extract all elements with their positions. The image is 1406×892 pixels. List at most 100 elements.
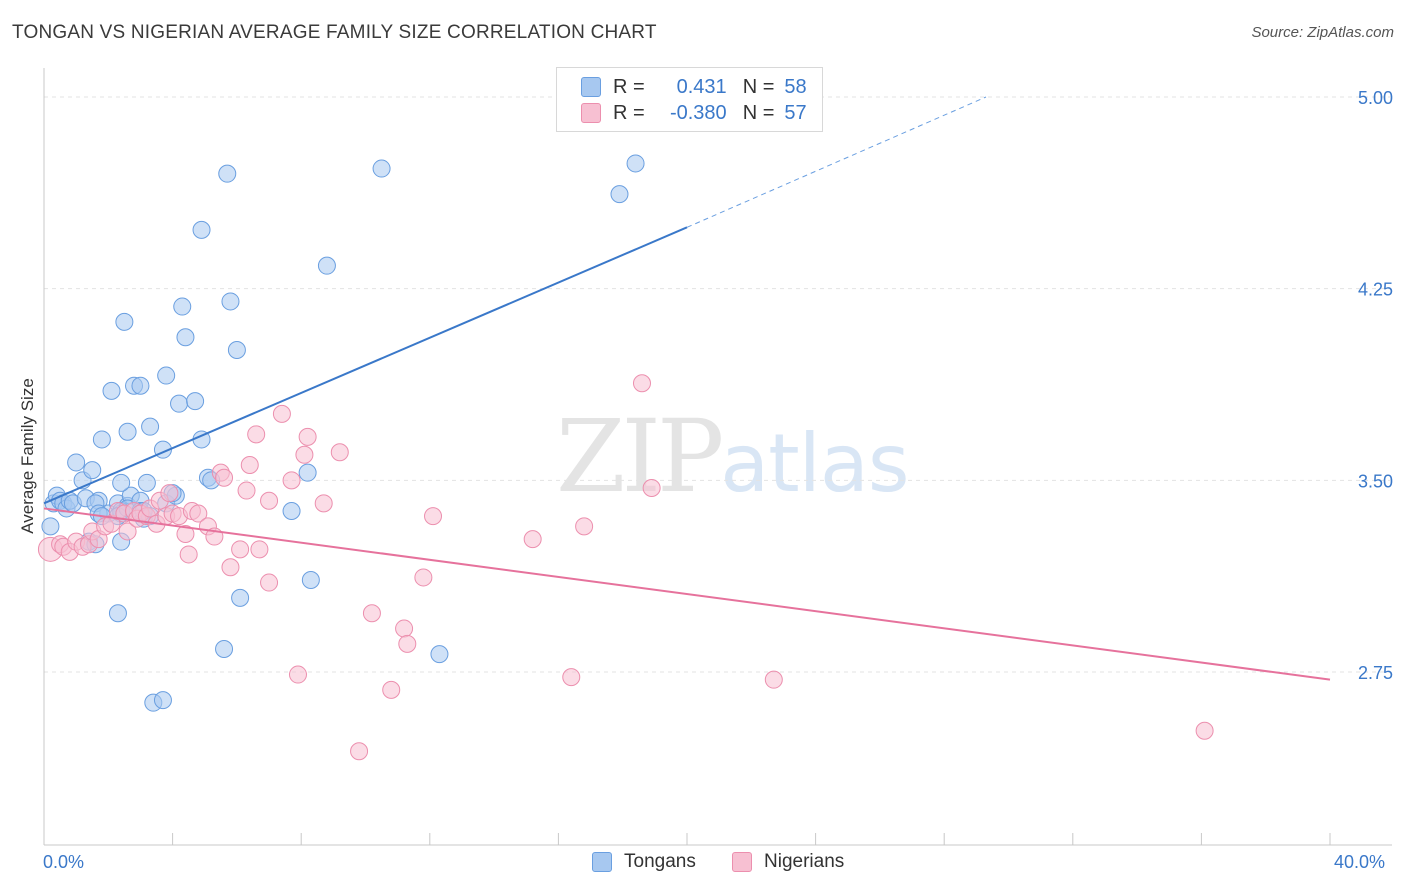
nigerian-point (160, 484, 179, 503)
tongan-point (610, 185, 629, 204)
legend-item-nigerians[interactable]: Nigerians (732, 851, 844, 873)
r-label: R = (613, 101, 645, 124)
tongan-point (192, 220, 211, 239)
nigerian-point (179, 545, 198, 564)
tongan-point (131, 376, 150, 395)
tongan-point (626, 154, 645, 173)
n-value: 58 (784, 75, 807, 98)
nigerian-point (424, 507, 443, 526)
r-label: R = (613, 75, 645, 98)
tongan-point (218, 164, 237, 183)
tongan-point (157, 366, 176, 385)
n-label: N = (742, 75, 775, 98)
series-legend: Tongans Nigerians (0, 851, 1406, 877)
stats-legend-row-tongans: R = 0.431 N = 58 (581, 75, 807, 99)
chart-title: TONGAN VS NIGERIAN AVERAGE FAMILY SIZE C… (12, 22, 657, 43)
nigerian-point (176, 525, 195, 543)
legend-label-nigerians: Nigerians (764, 851, 845, 872)
nigerian-point (632, 374, 651, 393)
tongan-point (137, 473, 156, 492)
nigerian-point (350, 742, 369, 761)
nigerian-point (231, 540, 250, 559)
y-tick-label: 5.00 (1358, 88, 1393, 108)
nigerians-swatch (581, 103, 601, 123)
tongan-point (317, 256, 336, 275)
nigerian-point (118, 522, 137, 541)
nigerian-point (282, 471, 301, 490)
tongan-point (176, 328, 195, 347)
tongans-legend-swatch (592, 852, 612, 872)
nigerian-point (247, 425, 266, 444)
nigerian-point (398, 634, 417, 653)
nigerian-point (295, 445, 314, 464)
nigerian-point (382, 680, 401, 699)
tongan-point (173, 297, 192, 316)
tongan-point (115, 312, 134, 331)
watermark-zip: ZIP (556, 398, 724, 515)
stats-legend: R = 0.431 N = 58 R = -0.380 N = 57 (556, 67, 823, 132)
nigerian-point (1195, 721, 1214, 740)
watermark: ZIPatlas (556, 398, 910, 515)
y-tick-label: 3.50 (1358, 471, 1393, 491)
nigerian-point (395, 619, 414, 638)
nigerian-point (575, 517, 594, 536)
tongan-point (430, 645, 449, 664)
tongan-point (108, 604, 127, 623)
nigerian-point (314, 494, 333, 513)
n-label: N = (742, 101, 775, 124)
x-tick-label-max: 40.0% (1334, 852, 1386, 872)
tongan-point (231, 588, 250, 607)
source-label: Source: ZipAtlas.com (1251, 24, 1394, 41)
nigerian-point (764, 670, 783, 689)
nigerians-legend-swatch (732, 852, 752, 872)
tongan-trend-extension (686, 96, 987, 228)
tongan-point (67, 453, 86, 472)
nigerian-point (642, 479, 661, 497)
tongan-point (83, 461, 102, 480)
nigerian-point (414, 568, 433, 587)
watermark-atlas: atlas (720, 417, 909, 510)
tongan-point (282, 502, 301, 520)
tongan-point (298, 463, 317, 482)
tongan-point (227, 341, 246, 359)
tongan-point (141, 417, 160, 436)
n-value: 57 (784, 101, 807, 124)
nigerian-point (240, 456, 259, 474)
nigerian-point (221, 558, 240, 577)
nigerian-point (362, 604, 381, 623)
tongan-point (153, 691, 172, 710)
tongan-point (186, 392, 205, 411)
tongan-point (372, 159, 391, 178)
tongan-point (301, 571, 320, 589)
tongan-point (112, 473, 131, 492)
nigerian-point (272, 404, 291, 423)
nigerian-trend-line (43, 507, 1331, 681)
stats-legend-row-nigerians: R = -0.380 N = 57 (581, 101, 807, 125)
nigerian-point (562, 668, 581, 687)
x-tick-label-min: 0.0% (43, 852, 85, 872)
nigerian-point (215, 468, 234, 487)
nigerian-point (260, 573, 279, 592)
tongan-point (118, 422, 137, 441)
nigerian-point (250, 540, 269, 559)
tongans-swatch (581, 77, 601, 97)
tongan-point (215, 640, 234, 658)
y-tick-label: 4.25 (1358, 280, 1393, 300)
tongan-point (170, 394, 189, 413)
tongan-point (102, 381, 121, 400)
legend-label-tongans: Tongans (624, 851, 696, 872)
nigerian-point (298, 427, 317, 446)
legend-item-tongans[interactable]: Tongans (592, 851, 696, 873)
r-value: -0.380 (669, 101, 727, 124)
y-tick-label: 2.75 (1358, 663, 1393, 683)
nigerian-point (237, 481, 256, 500)
nigerian-point (330, 443, 349, 462)
r-value: 0.431 (676, 75, 727, 98)
nigerian-point (523, 530, 542, 549)
tongan-point (221, 292, 240, 311)
nigerian-point (260, 491, 279, 510)
tongan-point (92, 430, 111, 449)
nigerian-point (288, 665, 307, 684)
tongan-point (41, 517, 60, 536)
